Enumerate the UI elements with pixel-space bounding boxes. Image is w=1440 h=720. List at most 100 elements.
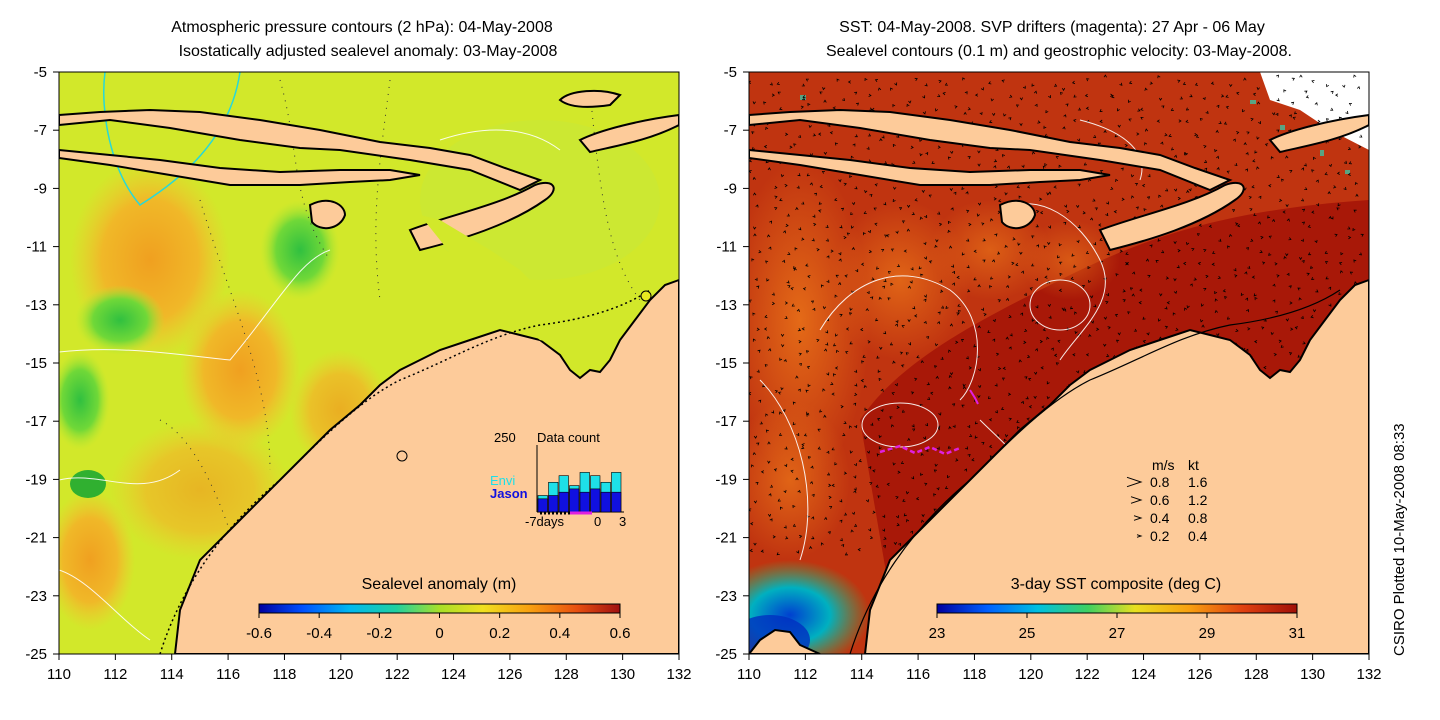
velocity-arrow: [806, 173, 810, 177]
velocity-arrow: [911, 476, 915, 480]
velocity-arrow: [956, 275, 960, 280]
velocity-arrow: [1017, 242, 1021, 246]
drifter-track: [879, 444, 961, 456]
velocity-arrow: [797, 173, 801, 177]
velocity-arrow: [820, 284, 824, 288]
velocity-arrow: [924, 482, 928, 486]
velocity-arrow: [809, 481, 813, 485]
velocity-arrow: [978, 385, 982, 389]
velocity-arrow: [1005, 297, 1010, 301]
velocity-arrow: [908, 100, 912, 104]
velocity-arrow: [896, 405, 900, 409]
velocity-arrow: [1159, 293, 1163, 297]
velocity-arrow: [1291, 77, 1295, 81]
velocity-arrow: [1106, 293, 1110, 297]
velocity-arrow: [1359, 134, 1363, 138]
right-colorbar: [936, 603, 1298, 614]
velocity-arrow: [992, 338, 996, 342]
velocity-arrow: [924, 256, 927, 260]
jason-bar: [600, 491, 611, 513]
velocity-arrow: [763, 145, 768, 149]
velocity-arrow: [1120, 167, 1124, 171]
velocity-arrow: [1245, 297, 1249, 301]
velocity-arrow: [988, 444, 993, 448]
velocity-arrow: [1338, 292, 1342, 296]
velocity-arrow: [1130, 174, 1135, 178]
velocity-arrow: [1073, 119, 1077, 123]
velocity-arrow: [780, 387, 784, 391]
velocity-arrow: [1240, 292, 1244, 297]
velocity-arrow: [807, 275, 811, 279]
velocity-arrow: [853, 523, 858, 527]
velocity-arrow: [1030, 263, 1035, 267]
velocity-arrow: [950, 207, 954, 211]
x-tick-label: 124: [1131, 666, 1156, 683]
velocity-arrow: [750, 522, 754, 526]
velocity-arrow: [994, 383, 998, 387]
velocity-arrow: [826, 450, 830, 454]
velocity-arrow: [862, 354, 866, 358]
velocity-arrow: [872, 510, 876, 514]
velocity-arrow: [912, 428, 916, 432]
velocity-arrow: [1354, 281, 1358, 285]
velocity-arrow: [1036, 244, 1039, 248]
velocity-arrow: [844, 351, 849, 355]
velocity-arrow: [798, 134, 802, 138]
velocity-arrow: [892, 198, 896, 203]
colorbar-tick-label: 29: [1199, 625, 1216, 642]
velocity-arrow: [928, 194, 932, 198]
velocity-arrow: [787, 285, 791, 288]
velocity-arrow: [1106, 201, 1109, 205]
velocity-arrow: [1336, 171, 1340, 175]
velocity-arrow: [863, 384, 867, 389]
velocity-arrow: [952, 270, 956, 275]
velocity-arrow: [809, 182, 813, 186]
y-tick-label: -5: [724, 64, 737, 81]
velocity-arrow: [1274, 262, 1278, 266]
velocity-arrow: [1345, 110, 1349, 115]
velocity-arrow: [861, 360, 865, 364]
velocity-arrow: [1275, 112, 1279, 117]
velocity-arrow: [994, 233, 998, 237]
velocity-arrow: [832, 106, 836, 110]
velocity-arrow: [1314, 102, 1318, 106]
x-tick-label: 122: [1075, 666, 1100, 683]
sla-patch: [180, 290, 300, 450]
velocity-arrow: [825, 330, 829, 334]
jason-bar: [548, 495, 559, 513]
velocity-arrow: [1185, 107, 1190, 111]
velocity-arrow: [1189, 283, 1193, 287]
velocity-arrow: [994, 410, 998, 414]
velocity-arrow: [1203, 249, 1207, 253]
left-y-axis: -5 -7 -9 -11 -13 -15 -17 -19 -21 -23 -25: [25, 64, 59, 663]
velocity-arrow: [768, 246, 772, 250]
velocity-arrow: [854, 186, 858, 190]
velocity-arrow: [811, 238, 815, 242]
velocity-arrow: [1003, 438, 1007, 442]
velocity-arrow: [1342, 84, 1346, 88]
velocity-arrow: [895, 515, 899, 519]
velocity-arrow: [1278, 339, 1282, 343]
velocity-arrow: [783, 489, 787, 494]
velocity-arrow: [779, 357, 783, 361]
velocity-arrow: [1122, 299, 1126, 303]
velocity-arrow: [778, 432, 783, 436]
velocity-arrow: [1253, 213, 1257, 216]
velocity-arrow: [1194, 132, 1198, 137]
velocity-arrow: [1077, 107, 1082, 111]
velocity-arrow: [1002, 154, 1006, 158]
velocity-arrow: [919, 216, 923, 220]
velocity-arrow: [1063, 308, 1067, 312]
velocity-arrow: [1263, 365, 1267, 370]
velocity-arrow: [864, 77, 868, 82]
velocity-arrow: [1128, 118, 1132, 122]
velocity-arrow: [798, 340, 802, 344]
velocity-arrow: [1071, 253, 1075, 257]
velocity-arrow: [1203, 288, 1207, 291]
velocity-arrow: [1092, 198, 1096, 202]
velocity-arrow: [1086, 78, 1090, 82]
velocity-arrow: [1008, 314, 1012, 319]
velocity-arrow: [760, 470, 764, 474]
velocity-arrow: [783, 230, 787, 234]
velocity-arrow: [751, 464, 755, 468]
